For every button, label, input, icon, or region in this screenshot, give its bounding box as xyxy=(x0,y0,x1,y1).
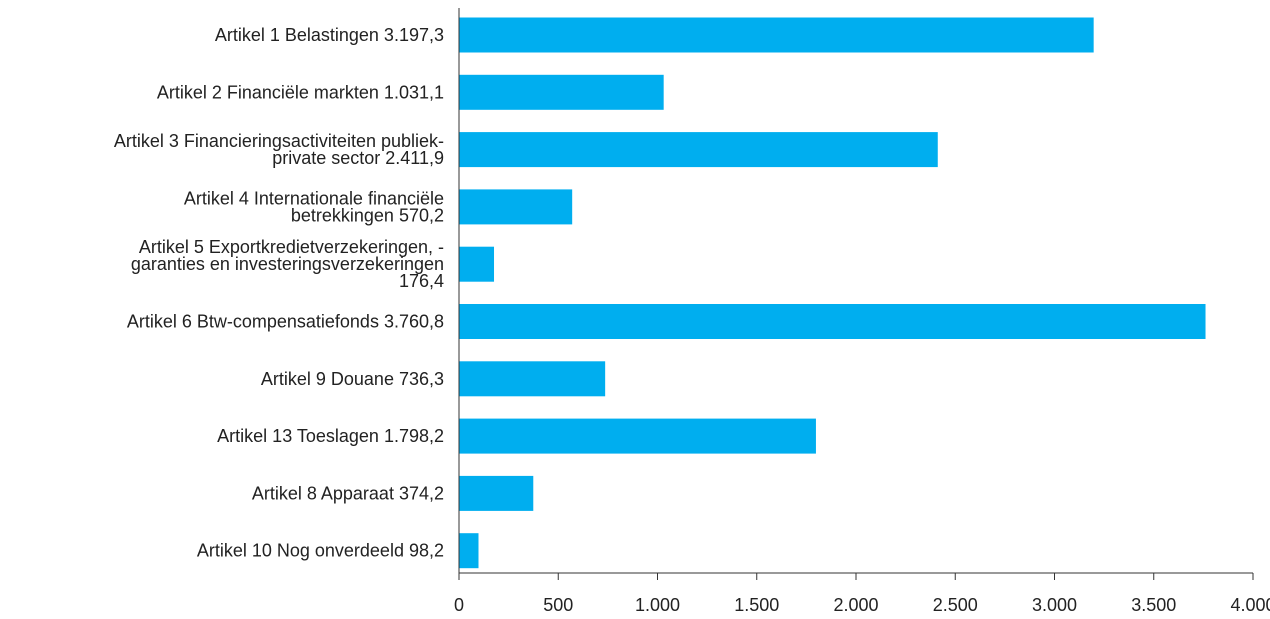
category-label-line: private sector 2.411,9 xyxy=(272,148,444,168)
category-label: Artikel 3 Financieringsactiviteiten publ… xyxy=(114,131,444,168)
bar xyxy=(459,304,1206,339)
bar xyxy=(459,17,1094,53)
category-label-line: 176,4 xyxy=(399,271,444,291)
bars-group xyxy=(459,17,1206,569)
category-label-line: Artikel 8 Apparaat 374,2 xyxy=(252,483,444,503)
category-label-line: Artikel 1 Belastingen 3.197,3 xyxy=(215,25,444,45)
category-label-line: Artikel 13 Toeslagen 1.798,2 xyxy=(217,426,444,446)
x-tick-label: 2.000 xyxy=(833,595,878,615)
bar xyxy=(459,189,573,225)
category-label: Artikel 5 Exportkredietverzekeringen, -g… xyxy=(131,237,444,291)
category-label-line: Artikel 4 Internationale financiële xyxy=(184,188,444,208)
category-label-line: Artikel 5 Exportkredietverzekeringen, - xyxy=(139,237,444,257)
category-label: Artikel 10 Nog onverdeeld 98,2 xyxy=(197,541,444,561)
category-labels-group: Artikel 1 Belastingen 3.197,3 Artikel 2 F… xyxy=(114,25,444,561)
category-label: Artikel 1 Belastingen 3.197,3 xyxy=(215,25,444,45)
category-label: Artikel 8 Apparaat 374,2 xyxy=(252,483,444,503)
bar xyxy=(459,74,664,110)
category-label-line: garanties en investeringsverzekeringen xyxy=(131,254,444,274)
category-label: Artikel 4 Internationale financiële betre… xyxy=(184,188,444,225)
category-label: Artikel 2 Financiële markten 1.031,1 xyxy=(157,82,444,102)
bar xyxy=(459,475,534,511)
category-label-line: Artikel 2 Financiële markten 1.031,1 xyxy=(157,82,444,102)
x-tick-label: 500 xyxy=(543,595,573,615)
category-label: Artikel 13 Toeslagen 1.798,2 xyxy=(217,426,444,446)
category-label-line: Artikel 6 Btw-compensatiefonds 3.760,8 xyxy=(127,312,444,332)
bar xyxy=(459,533,479,569)
category-label-line: Artikel 9 Douane 736,3 xyxy=(261,369,444,389)
category-label: Artikel 9 Douane 736,3 xyxy=(261,369,444,389)
bar xyxy=(459,246,495,282)
x-tick-label: 1.500 xyxy=(734,595,779,615)
x-tick-label: 1.000 xyxy=(635,595,680,615)
category-label: Artikel 6 Btw-compensatiefonds 3.760,8 xyxy=(127,312,444,332)
x-axis: 0 500 1.000 1.500 2.000 2.500 3.000 3.500 4.000 xyxy=(454,572,1270,615)
x-tick-label: 3.000 xyxy=(1032,595,1077,615)
bar xyxy=(459,361,606,397)
category-label-line: Artikel 3 Financieringsactiviteiten publ… xyxy=(114,131,444,151)
x-tick-label: 0 xyxy=(454,595,464,615)
x-tick-label: 3.500 xyxy=(1131,595,1176,615)
bar xyxy=(459,418,816,454)
bar xyxy=(459,132,938,168)
x-tick-label: 4.000 xyxy=(1230,595,1270,615)
category-label-line: Artikel 10 Nog onverdeeld 98,2 xyxy=(197,541,444,561)
category-label-line: betrekkingen 570,2 xyxy=(291,205,444,225)
x-tick-label: 2.500 xyxy=(933,595,978,615)
